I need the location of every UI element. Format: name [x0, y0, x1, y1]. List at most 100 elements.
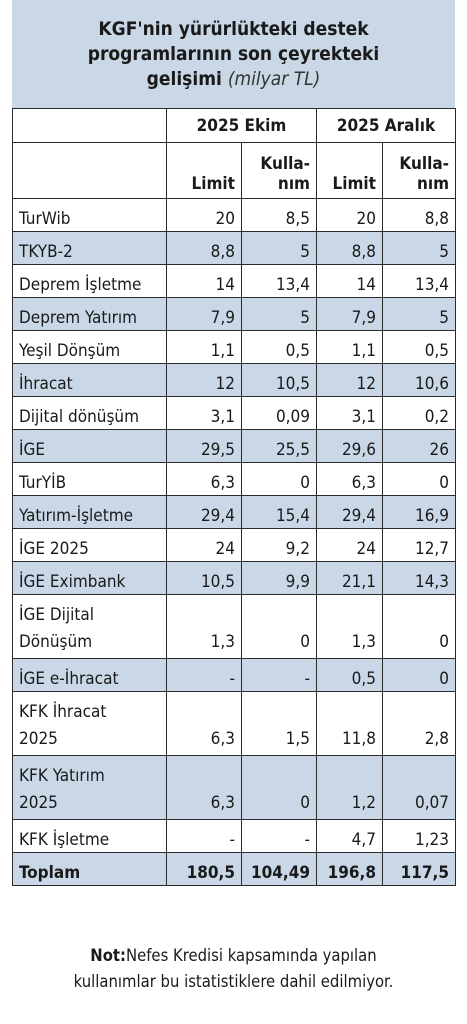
cell-usage-oct: 0	[241, 594, 317, 659]
cell-limit-oct: -	[166, 658, 242, 692]
program-name: Deprem Yatırım	[12, 297, 167, 331]
program-name: TKYB-2	[12, 231, 167, 265]
program-name: Yeşil Dönşüm	[12, 330, 167, 364]
header-empty-cell	[12, 142, 167, 199]
cell-usage-oct: 0,09	[241, 396, 317, 430]
cell-limit-dec: 29,6	[316, 429, 383, 463]
footnote: Not:Nefes Kredisi kapsamında yapılan kul…	[0, 943, 467, 995]
cell-limit-dec: 11,8	[316, 691, 383, 756]
cell-usage-oct: 8,5	[241, 198, 317, 232]
total-row: Toplam 180,5 104,49 196,8 117,5	[12, 852, 457, 886]
cell-usage-dec: 8,8	[381, 198, 457, 232]
total-value: 196,8	[316, 852, 383, 886]
total-value: 117,5	[381, 852, 457, 886]
total-value: 180,5	[166, 852, 242, 886]
cell-usage-oct: 5	[241, 297, 317, 331]
cell-limit-oct: -	[166, 819, 242, 853]
cell-limit-dec: 6,3	[316, 462, 383, 496]
header-usage-1: Kulla-nım	[241, 142, 317, 199]
total-value: 104,49	[241, 852, 317, 886]
cell-usage-dec: 26	[381, 429, 457, 463]
program-name: Deprem İşletme	[12, 264, 167, 298]
cell-limit-oct: 1,3	[166, 594, 242, 659]
header-period-1: 2025 Ekim	[166, 108, 317, 143]
footnote-line-1: Not:Nefes Kredisi kapsamında yapılan	[0, 943, 467, 969]
program-name: Dijital dönüşüm	[12, 396, 167, 430]
cell-usage-dec: 14,3	[381, 561, 457, 595]
table-row: KFK İşletme - -4,7 1,23	[12, 819, 457, 853]
title-line-1: KGF'nin yürürlükteki destek	[98, 17, 369, 40]
cell-usage-dec: 2,8	[381, 691, 457, 756]
table-row: TurYİB 6,3 0 6,3 0	[12, 462, 457, 496]
header-period-2: 2025 Aralık	[315, 108, 457, 143]
cell-limit-oct: 29,4	[166, 495, 242, 529]
cell-usage-oct: -	[241, 819, 317, 853]
table-row: İGE e-İhracat - -0,5 0	[12, 658, 457, 692]
table-row: İGE Dijital Dönüşüm 1,3 0 1,3 0	[12, 594, 457, 659]
table-row: Deprem İşletme 14 13,4 14 13,4	[12, 264, 457, 298]
cell-usage-oct: 5	[241, 231, 317, 265]
cell-usage-oct: 1,5	[241, 691, 317, 756]
header-limit-1: Limit	[166, 142, 242, 199]
cell-usage-dec: 12,7	[381, 528, 457, 562]
cell-usage-dec: 0,07	[381, 755, 457, 820]
table-row: İGE 2025 24 9,2 24 12,7	[12, 528, 457, 562]
cell-limit-dec: 12	[316, 363, 383, 397]
table-row: TurWib 20 8,5 20 8,8	[12, 198, 457, 232]
table-title: KGF'nin yürürlükteki destek programların…	[12, 0, 455, 108]
program-name: İGE Eximbank	[12, 561, 167, 595]
cell-limit-oct: 14	[166, 264, 242, 298]
data-table: 2025 Ekim 2025 Aralık Limit Kulla-nım Li…	[12, 108, 457, 886]
program-name: TurWib	[12, 198, 167, 232]
cell-usage-oct: 9,9	[241, 561, 317, 595]
cell-limit-dec: 1,1	[316, 330, 383, 364]
cell-limit-dec: 29,4	[316, 495, 383, 529]
title-line-3: gelişimi (milyar TL)	[147, 67, 321, 92]
program-name: KFK İşletme	[12, 819, 167, 853]
table-row: KFK İhracat 2025 6,3 1,5 11,8 2,8	[12, 691, 457, 756]
header-empty-cell	[12, 108, 167, 143]
cell-limit-dec: 24	[316, 528, 383, 562]
cell-limit-oct: 8,8	[166, 231, 242, 265]
table-row: Dijital dönüşüm 3,1 0,09 3,1 0,2	[12, 396, 457, 430]
cell-usage-dec: 0	[381, 594, 457, 659]
cell-usage-oct: 0,5	[241, 330, 317, 364]
table-row: Deprem Yatırım 7,9 5 7,9 5	[12, 297, 457, 331]
cell-limit-oct: 1,1	[166, 330, 242, 364]
program-name: İGE e-İhracat	[12, 658, 167, 692]
table-row: KFK Yatırım 2025 6,3 0 1,2 0,07	[12, 755, 457, 820]
table-row: İGE 29,5 25,5 29,6 26	[12, 429, 457, 463]
cell-usage-oct: 13,4	[241, 264, 317, 298]
program-name: KFK İhracat 2025	[12, 691, 167, 756]
cell-limit-oct: 24	[166, 528, 242, 562]
cell-usage-oct: -	[241, 658, 317, 692]
cell-usage-oct: 9,2	[241, 528, 317, 562]
cell-limit-oct: 20	[166, 198, 242, 232]
footnote-line-2: kullanımlar bu istatistiklere dahil edil…	[73, 972, 394, 991]
table-row: Yatırım-İşletme 29,4 15,4 29,4 16,9	[12, 495, 457, 529]
cell-usage-oct: 15,4	[241, 495, 317, 529]
title-line-2: programlarının son çeyrekteki	[87, 42, 380, 65]
table-row: İGE Eximbank 10,5 9,9 21,1 14,3	[12, 561, 457, 595]
program-name: KFK Yatırım 2025	[12, 755, 167, 820]
program-name: TurYİB	[12, 462, 167, 496]
cell-limit-oct: 12	[166, 363, 242, 397]
cell-limit-oct: 10,5	[166, 561, 242, 595]
cell-limit-dec: 21,1	[316, 561, 383, 595]
footnote-text-1: Nefes Kredisi kapsamında yapılan	[125, 946, 377, 965]
program-name: İGE	[12, 429, 167, 463]
cell-limit-oct: 6,3	[166, 755, 242, 820]
cell-usage-dec: 10,6	[381, 363, 457, 397]
table-row: Yeşil Dönşüm 1,1 0,5 1,1 0,5	[12, 330, 457, 364]
cell-limit-oct: 7,9	[166, 297, 242, 331]
header-limit-2: Limit	[316, 142, 383, 199]
cell-usage-oct: 0	[241, 755, 317, 820]
program-name: İhracat	[12, 363, 167, 397]
cell-limit-dec: 7,9	[316, 297, 383, 331]
cell-usage-dec: 0,2	[381, 396, 457, 430]
cell-usage-oct: 10,5	[241, 363, 317, 397]
title-main: gelişimi	[146, 67, 222, 90]
cell-usage-dec: 0	[381, 658, 457, 692]
header-row-columns: Limit Kulla-nım Limit Kulla-nım	[12, 142, 457, 199]
cell-usage-dec: 0	[381, 462, 457, 496]
